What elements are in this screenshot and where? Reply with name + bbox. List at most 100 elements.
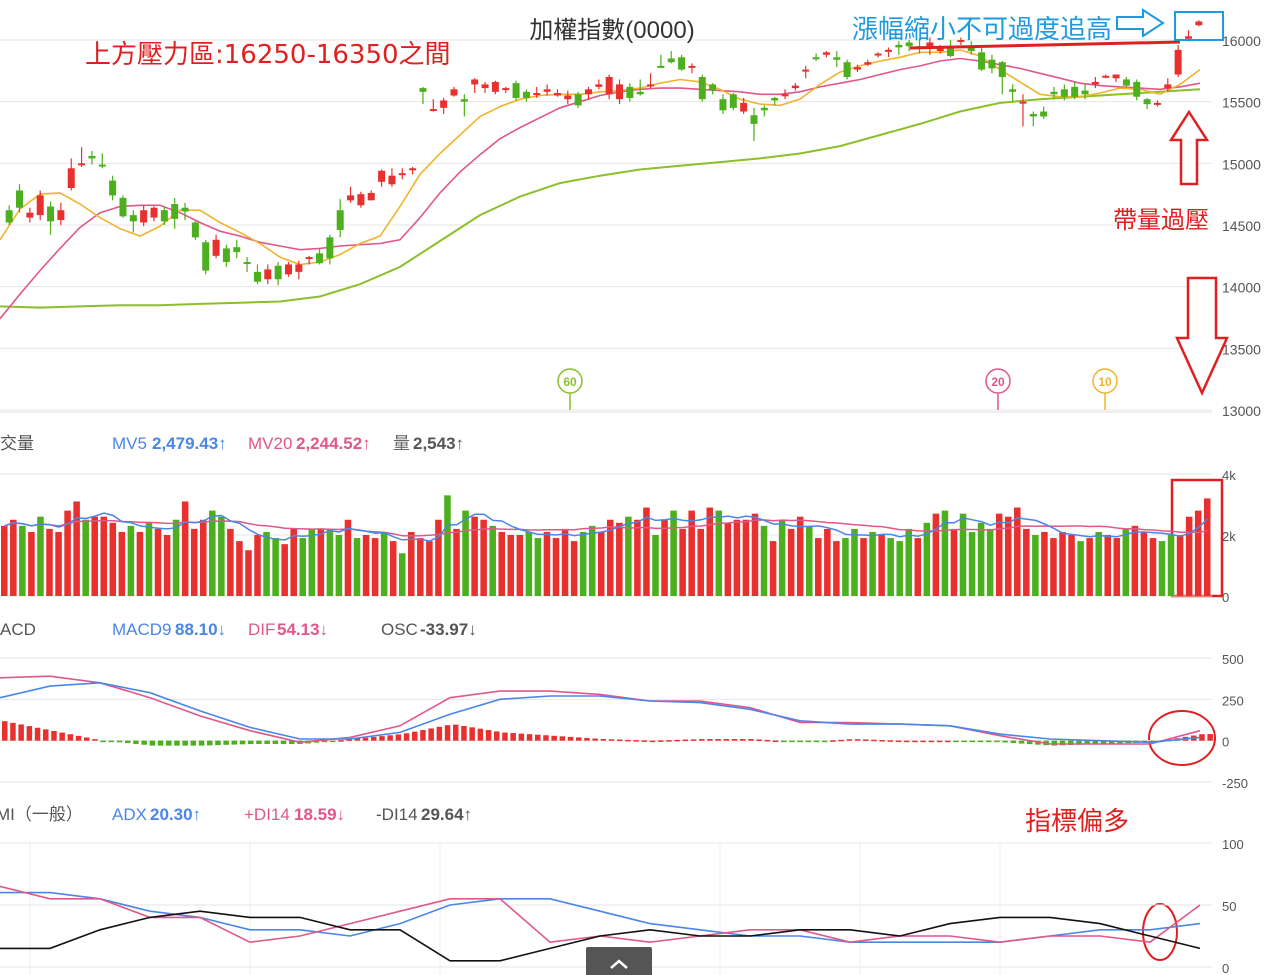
candle-body	[678, 57, 686, 70]
osc-bar	[330, 740, 336, 743]
osc-bar	[682, 739, 689, 742]
candle-body	[553, 93, 561, 96]
volume-bar	[815, 538, 822, 596]
annotation-indicators: 指標偏多	[1025, 807, 1129, 837]
candle-body	[160, 210, 168, 222]
osc-bar	[649, 740, 656, 743]
volume-bar	[281, 544, 288, 596]
osc-bar	[666, 740, 672, 742]
osc-bar	[1027, 740, 1033, 745]
volume-bar	[73, 501, 80, 596]
osc-bar	[461, 725, 467, 741]
macd-grid	[0, 657, 1212, 783]
candle-body	[1143, 99, 1151, 105]
osc-bar	[289, 740, 295, 744]
osc-bar	[977, 740, 984, 743]
osc-bar	[879, 739, 885, 742]
candle-body	[181, 207, 189, 212]
volume-bar	[977, 522, 985, 596]
osc-bar	[945, 740, 951, 743]
candle-body	[57, 210, 65, 221]
candle-body	[26, 212, 34, 218]
volume-bar	[959, 513, 967, 596]
volume-header: 交量 MV5 2,479.43↑ MV20 2,244.52↑ 量 2,543↑	[0, 434, 464, 453]
candle-body	[274, 265, 282, 280]
volume-bar	[950, 528, 958, 596]
candle-body	[67, 168, 75, 188]
candle-body	[305, 257, 313, 260]
osc-bar	[551, 735, 557, 741]
volume-bar	[842, 538, 849, 596]
candle-body	[491, 81, 499, 92]
volume-bar	[1059, 531, 1066, 596]
candle-body	[378, 170, 386, 182]
volume-bar	[1077, 541, 1084, 596]
volume-bar	[787, 528, 795, 596]
osc-bar	[1018, 740, 1025, 744]
volume-bar	[805, 525, 813, 596]
candle-body	[512, 83, 520, 98]
volume-bar	[28, 531, 35, 596]
candle-body	[1091, 81, 1099, 85]
dif-value: 54.13↓	[277, 620, 328, 639]
volume-bar	[887, 538, 894, 596]
candle-body	[812, 57, 820, 60]
mv5-value: 2,479.43↑	[152, 434, 227, 453]
volume-bar	[1203, 498, 1211, 596]
volume-bar	[435, 519, 442, 596]
osc-bar	[125, 740, 131, 744]
volume-bar	[398, 553, 406, 596]
candle-body	[967, 46, 975, 52]
volume-bar	[1176, 535, 1184, 596]
up-arrow-icon	[1168, 109, 1210, 186]
macd-y-axis: 500 250 0 -250	[1222, 652, 1248, 791]
osc-bar	[625, 739, 631, 742]
candle-body	[398, 173, 406, 176]
volume-bar	[670, 510, 677, 596]
vol-label: 量	[393, 434, 410, 453]
volume-bar	[154, 528, 162, 596]
right-arrow-icon	[1116, 8, 1165, 38]
osc-bar	[223, 740, 229, 745]
dmi-header: MI（一般） ADX 20.30↑ +DI14 18.59↓ -DI14 29.…	[0, 805, 472, 824]
volume-bar	[353, 538, 361, 596]
volume-bar	[326, 528, 334, 596]
volume-bar	[82, 519, 89, 596]
volume-bar	[543, 531, 551, 596]
candle-body	[16, 190, 24, 208]
macd-header: ACD MACD9 88.10↓ DIF 54.13↓ OSC -33.97↓	[0, 620, 477, 639]
adx-label: ADX	[112, 805, 147, 824]
volume-bar	[335, 535, 343, 596]
osc-bar	[813, 740, 820, 743]
osc-bar	[133, 740, 139, 744]
ma60-line	[0, 88, 1201, 309]
volume-bar	[697, 528, 704, 596]
candle-body	[47, 206, 55, 222]
candle-body	[140, 210, 148, 223]
osc-bar	[1109, 740, 1115, 744]
y-tick-label: 4k	[1222, 468, 1236, 483]
collapse-button[interactable]	[586, 947, 652, 975]
ma20-line	[0, 57, 1201, 320]
osc-bar	[805, 740, 812, 743]
volume-bar	[1086, 538, 1093, 596]
osc-bar	[871, 739, 877, 742]
volume-label: 交量	[0, 434, 34, 453]
volume-bar	[1113, 538, 1121, 596]
volume-y-axis: 4k 2k 0	[1222, 468, 1236, 605]
osc-bar	[469, 727, 475, 741]
dif-label: DIF	[248, 620, 275, 639]
candle-body	[1102, 75, 1110, 78]
volume-bar	[1158, 541, 1166, 596]
osc-bar	[600, 739, 607, 741]
volume-bar	[10, 519, 17, 596]
volume-bar	[480, 519, 487, 596]
candle-body	[1029, 114, 1037, 117]
volume-bar	[163, 535, 171, 596]
y-tick-label: 15000	[1222, 156, 1261, 172]
osc-bar	[264, 740, 270, 744]
volume-bar	[824, 528, 831, 596]
volume-bar	[625, 516, 632, 596]
osc-bar	[707, 739, 713, 741]
